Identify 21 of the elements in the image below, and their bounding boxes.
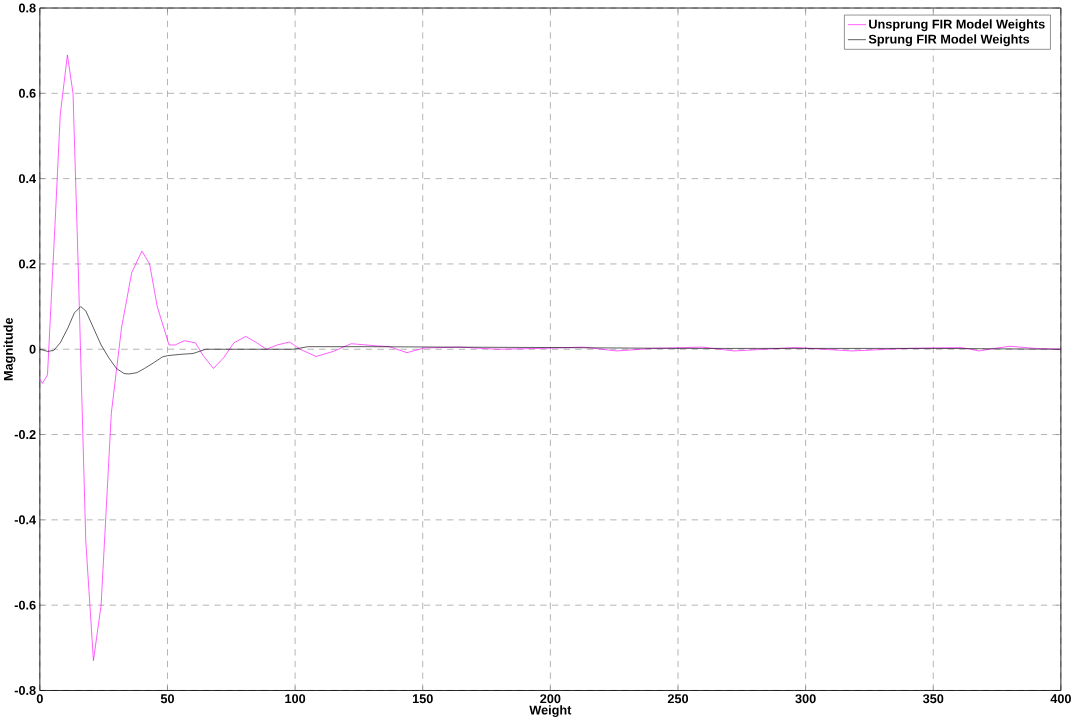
x-tick-label: 300	[795, 694, 816, 704]
legend-label: Sprung FIR Model Weights	[868, 34, 1030, 47]
x-tick-label: 350	[922, 694, 944, 704]
legend-label: Unsprung FIR Model Weights	[869, 19, 1045, 32]
x-tick-label: 200	[540, 694, 561, 704]
y-tick-label: 0.8	[18, 3, 36, 13]
y-tick-label: 0.4	[18, 174, 37, 184]
y-tick-label: 0.2	[18, 259, 36, 269]
y-tick-label: -0.6	[14, 600, 36, 610]
y-tick-label: -0.8	[14, 686, 36, 696]
x-tick-label: 100	[285, 694, 306, 704]
y-tick-label: 0.6	[18, 89, 36, 98]
x-tick-label: 250	[667, 694, 689, 704]
x-tick-label: 150	[412, 694, 433, 704]
x-tick-label: 400	[1050, 694, 1071, 704]
y-axis-title: Magnitude	[3, 318, 16, 381]
y-tick-label: -0.2	[14, 430, 36, 440]
x-tick-label: 50	[160, 694, 175, 704]
y-tick-label: 0	[29, 344, 36, 354]
x-axis-title: Weight	[529, 705, 572, 718]
y-tick-label: -0.4	[14, 515, 37, 525]
